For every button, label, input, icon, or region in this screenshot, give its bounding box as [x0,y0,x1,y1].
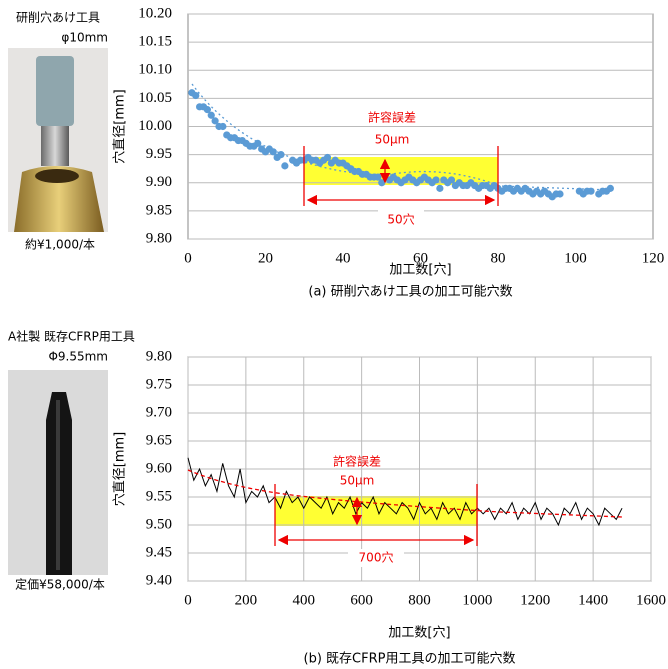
tool-price: 定価¥58,000/本 [15,577,105,592]
x-axis-label: 加工数[穴] [388,626,450,641]
y-axis-label: 穴直径[mm] [113,432,128,506]
annotation: 50穴 [387,212,414,227]
y-tick-label: 10.05 [138,90,172,106]
x-tick-label: 120 [642,250,665,266]
tool-size: φ10mm [61,31,108,45]
data-point [556,190,563,197]
tool-photo [8,48,108,232]
y-tick-label: 9.55 [146,488,172,504]
annotation: 700穴 [359,550,394,565]
x-tick-label: 80 [491,250,506,266]
x-tick-label: 600 [350,592,373,608]
x-tick-label: 1600 [636,592,666,608]
annotation: 50μm [375,133,410,147]
data-point [432,176,439,183]
x-tick-label: 1000 [462,592,492,608]
x-tick-label: 1400 [578,592,608,608]
y-tick-label: 9.80 [146,230,172,246]
y-tick-label: 9.70 [146,404,172,420]
annotation: 許容誤差 [368,110,416,125]
x-axis-label: 加工数[穴] [389,263,451,278]
x-tick-label: 20 [258,250,273,266]
y-tick-label: 10.10 [138,62,172,78]
plots: 9.80 9.85 9.90 9.95 10.00 10.05 10.10 10.15 10.2… [113,5,667,666]
x-tick-label: 400 [293,592,316,608]
tool-photo [8,370,108,575]
tool-name: A社製 既存CFRP用工具 [8,329,135,344]
y-tick-label: 9.85 [146,202,172,218]
x-tick-label: 1200 [520,592,550,608]
caption: (a) 研削穴あけ工具の加工可能穴数 [308,285,512,300]
tool-name: 研削穴あけ工具 [16,10,100,25]
tool-price: 約¥1,000/本 [25,237,95,252]
annotation: 許容誤差 [333,454,381,469]
y-tick-label: 10.15 [138,34,172,50]
x-tick-label: 0 [184,592,192,608]
x-tick-label: 100 [564,250,587,266]
y-tick-label: 9.60 [146,460,172,476]
y-tick-label: 9.40 [146,572,172,588]
y-tick-label: 9.50 [146,516,172,532]
data-point [281,162,288,169]
y-tick-label: 9.90 [146,174,172,190]
y-tick-label: 9.65 [146,432,172,448]
figure: 研削穴あけ工具 φ10mm 約¥1,000/本 A社製 既存CFRP用工具 Φ9… [0,0,668,669]
y-tick-label: 9.75 [146,376,172,392]
annotations [192,84,612,228]
annotation: 50μm [340,474,375,488]
caption: (b) 既存CFRP用工具の加工可能穴数 [304,652,516,667]
y-tick-label: 9.95 [146,146,172,162]
y-tick-label: 9.80 [146,348,172,364]
x-tick-label: 800 [408,592,431,608]
y-axis-label: 穴直径[mm] [113,89,128,163]
tool-size: Φ9.55mm [48,350,108,364]
x-tick-label: 200 [235,592,258,608]
y-tick-label: 9.45 [146,544,172,560]
data-point [607,185,614,192]
y-tick-label: 10.00 [138,118,172,134]
x-tick-label: 40 [336,250,351,266]
y-tick-label: 10.20 [138,5,172,21]
x-tick-label: 0 [184,250,192,266]
data-point [436,185,443,192]
data-point [378,179,385,186]
data-point [219,123,226,130]
